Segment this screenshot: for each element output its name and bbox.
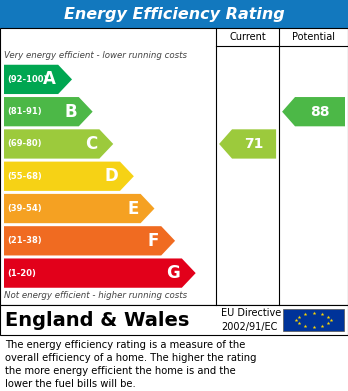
Text: Not energy efficient - higher running costs: Not energy efficient - higher running co… [4,292,187,301]
Text: A: A [43,70,56,88]
Polygon shape [219,129,276,159]
Text: the more energy efficient the home is and the: the more energy efficient the home is an… [5,366,236,376]
Text: overall efficiency of a home. The higher the rating: overall efficiency of a home. The higher… [5,353,256,363]
Text: D: D [104,167,118,185]
Bar [283,309,344,331]
Polygon shape [282,97,345,126]
Text: 88: 88 [310,105,330,119]
Polygon shape [4,226,175,255]
Text: (81-91): (81-91) [7,107,42,116]
Text: EU Directive
2002/91/EC: EU Directive 2002/91/EC [221,308,281,332]
Text: (1-20): (1-20) [7,269,36,278]
Text: G: G [166,264,180,282]
Polygon shape [4,97,93,126]
Text: Current: Current [229,32,266,42]
Text: 71: 71 [244,137,264,151]
Text: The energy efficiency rating is a measure of the overall efficiency of a home. T: The energy efficiency rating is a measur… [0,390,1,391]
Text: E: E [127,199,139,217]
Text: The energy efficiency rating is a measure of the: The energy efficiency rating is a measur… [5,340,245,350]
Text: (92-100): (92-100) [7,75,47,84]
Polygon shape [4,161,134,191]
Text: Energy Efficiency Rating: Energy Efficiency Rating [64,7,284,22]
Text: Very energy efficient - lower running costs: Very energy efficient - lower running co… [4,52,187,61]
Text: lower the fuel bills will be.: lower the fuel bills will be. [5,379,136,389]
Text: England & Wales: England & Wales [5,310,189,330]
Text: B: B [64,103,77,121]
Text: C: C [85,135,97,153]
Polygon shape [4,194,155,223]
Polygon shape [4,129,113,159]
Text: (55-68): (55-68) [7,172,42,181]
Bar [0,305,348,335]
Text: (39-54): (39-54) [7,204,42,213]
Text: (21-38): (21-38) [7,236,42,245]
Text: F: F [148,232,159,250]
Text: Potential: Potential [292,32,335,42]
Polygon shape [4,258,196,288]
Text: (69-80): (69-80) [7,140,41,149]
Bar [0,0,348,28]
Bar [0,28,348,305]
Polygon shape [4,65,72,94]
